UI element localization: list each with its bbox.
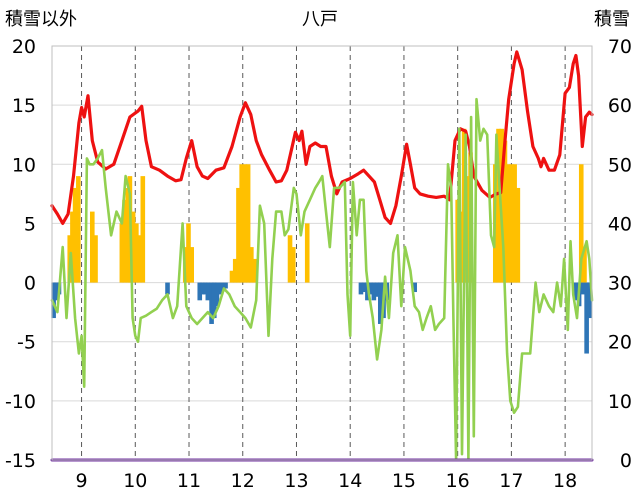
y-left-tick-label: 20 xyxy=(12,36,36,58)
x-tick-label: 10 xyxy=(123,470,147,492)
bar xyxy=(578,164,584,283)
bar xyxy=(239,164,244,283)
x-tick-label: 18 xyxy=(553,470,577,492)
bar xyxy=(140,176,146,283)
bar xyxy=(209,282,214,324)
y-right-tick-label: 40 xyxy=(608,213,632,235)
bar xyxy=(130,211,136,283)
x-tick-label: 15 xyxy=(392,470,416,492)
bar xyxy=(496,128,501,283)
chart-title: 八戸 xyxy=(302,9,338,30)
x-tick-label: 17 xyxy=(499,470,523,492)
bar xyxy=(290,247,296,283)
bar xyxy=(374,282,380,297)
y-right-tick-label: 10 xyxy=(608,391,632,413)
bar xyxy=(165,282,170,295)
bar xyxy=(509,164,514,283)
bar xyxy=(223,282,228,289)
bar xyxy=(214,282,220,307)
bar xyxy=(580,282,585,295)
bar xyxy=(72,187,78,283)
bar xyxy=(304,223,310,283)
bar xyxy=(371,282,377,301)
bar xyxy=(573,282,579,301)
y-axis-right-label: 積雪 xyxy=(594,9,630,30)
bar xyxy=(51,282,56,319)
bar xyxy=(252,258,257,283)
x-tick-label: 16 xyxy=(446,470,470,492)
y-left-tick-label: 5 xyxy=(24,213,36,235)
bar xyxy=(93,235,98,283)
bar xyxy=(53,282,59,301)
bar xyxy=(368,282,373,295)
bar xyxy=(287,235,293,283)
bar xyxy=(582,247,587,283)
bar xyxy=(232,258,238,283)
bar xyxy=(358,282,364,295)
bar xyxy=(584,282,589,354)
series-line xyxy=(50,97,594,462)
bar xyxy=(202,282,208,295)
bar xyxy=(229,270,235,283)
x-tick-label: 14 xyxy=(338,470,362,492)
y-axis-left-label: 積雪以外 xyxy=(5,9,77,30)
y-left-tick-label: -10 xyxy=(5,391,36,413)
bar xyxy=(200,282,205,295)
bar xyxy=(249,247,254,283)
y-left-tick-label: -15 xyxy=(5,450,36,472)
x-tick-label: 9 xyxy=(76,470,88,492)
bar xyxy=(502,140,508,283)
y-right-tick-label: 30 xyxy=(608,273,632,295)
y-left-tick-label: -5 xyxy=(17,332,36,354)
bar xyxy=(119,223,125,283)
bar xyxy=(122,199,127,283)
bar xyxy=(137,235,142,283)
bar xyxy=(515,187,521,283)
bar xyxy=(197,282,203,301)
y-right-tick-label: 60 xyxy=(608,95,632,117)
bar xyxy=(505,164,511,283)
bar xyxy=(242,164,248,283)
y-right-tick-label: 70 xyxy=(608,36,632,58)
bar xyxy=(361,282,367,293)
y-right-tick-label: 0 xyxy=(620,450,632,472)
bar xyxy=(245,164,251,283)
bar xyxy=(205,282,211,301)
bar xyxy=(189,247,195,283)
bar xyxy=(218,282,224,295)
plot-area-frame xyxy=(51,45,593,461)
bar xyxy=(134,223,139,283)
bar xyxy=(236,187,241,283)
x-tick-label: 13 xyxy=(284,470,308,492)
tick-labels: -15 -10 -5 0 5 10 15 20 0 10 20 30 40 50 60 70 9 10 11 12 13… xyxy=(5,36,632,492)
y-right-tick-label: 20 xyxy=(608,332,632,354)
y-left-tick-label: 10 xyxy=(12,154,36,176)
bar xyxy=(377,282,383,324)
bar xyxy=(211,282,217,319)
bar xyxy=(70,211,75,283)
y-left-tick-label: 15 xyxy=(12,95,36,117)
bar xyxy=(512,164,517,283)
y-right-tick-label: 50 xyxy=(608,154,632,176)
x-tick-label: 12 xyxy=(231,470,255,492)
x-tick-label: 11 xyxy=(177,470,201,492)
bar xyxy=(412,282,417,293)
series-line xyxy=(50,50,594,225)
bar xyxy=(587,282,592,319)
bar xyxy=(76,176,81,283)
bar xyxy=(186,223,191,283)
y-left-tick-label: 0 xyxy=(24,273,36,295)
bar xyxy=(89,211,95,283)
